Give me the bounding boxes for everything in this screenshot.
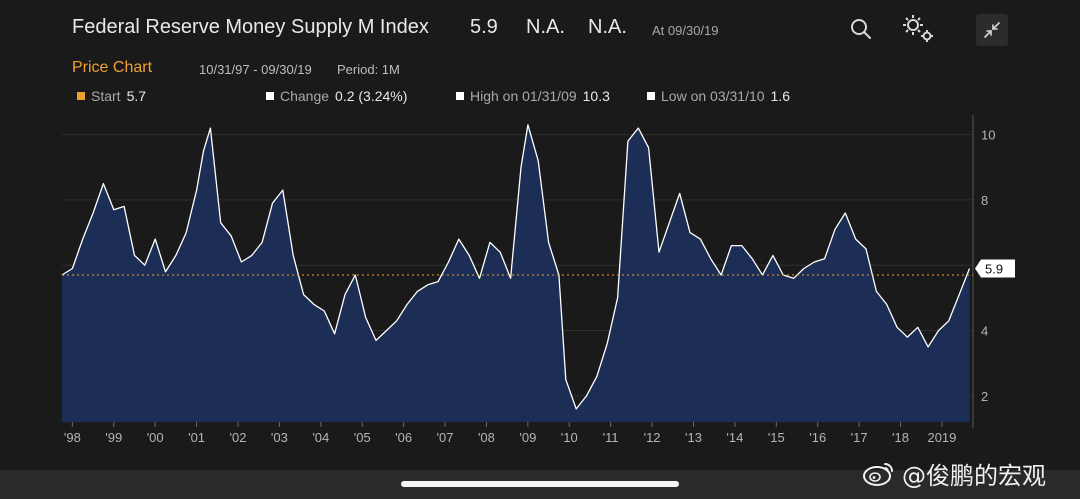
- x-tick-label: '98: [64, 430, 81, 445]
- chart-subheader: Price Chart 10/31/97 - 09/30/19 Period: …: [0, 58, 1080, 82]
- x-tick-label: '17: [851, 430, 868, 445]
- header: Federal Reserve Money Supply M Index 5.9…: [0, 0, 1080, 60]
- x-tick-label: '08: [478, 430, 495, 445]
- start-marker-icon: [77, 92, 85, 100]
- x-tick-label: '10: [561, 430, 578, 445]
- x-tick-label: '02: [230, 430, 247, 445]
- x-tick-label: '11: [603, 430, 619, 445]
- y-tick-label: 2: [981, 389, 988, 404]
- last-value-tag: [975, 259, 1015, 278]
- as-of-date: At 09/30/19: [652, 23, 719, 38]
- y-tick-label: 10: [981, 128, 995, 143]
- series-area: [62, 124, 970, 423]
- x-tick-label: '14: [726, 430, 743, 445]
- start-label: Start: [91, 88, 121, 104]
- low-value: 1.6: [770, 88, 790, 104]
- last-value: 5.9: [470, 16, 498, 38]
- x-tick-label: '00: [147, 430, 164, 445]
- search-button[interactable]: [846, 14, 876, 44]
- settings-button[interactable]: [900, 12, 936, 46]
- watermark: @俊鹏的宏观: [862, 456, 1072, 490]
- start-value: 5.7: [126, 88, 147, 104]
- collapse-icon: [984, 22, 1000, 38]
- stat-start: Start 5.7: [77, 88, 146, 104]
- change-label: Change: [280, 88, 330, 104]
- watermark-text: @俊鹏的宏观: [902, 461, 1046, 490]
- collapse-button[interactable]: [976, 14, 1008, 46]
- x-tick-label: '05: [354, 430, 371, 445]
- change-value: 0.2 (3.24%): [335, 88, 408, 104]
- x-tick-label: '07: [437, 430, 454, 445]
- y-tick-label: 4: [981, 324, 988, 339]
- stats-legend: Start 5.7 Change 0.2 (3.24%) High on 01/…: [0, 88, 1080, 108]
- price-chart[interactable]: 246810'98'99'00'01'02'03'04'05'06'07'08'…: [0, 110, 1080, 450]
- last-value-label: 5.9: [985, 262, 1003, 277]
- price-chart-label[interactable]: Price Chart: [72, 59, 153, 76]
- net-change: N.A.: [526, 16, 565, 38]
- x-tick-label: '13: [685, 430, 702, 445]
- x-tick-label: '09: [519, 430, 536, 445]
- x-tick-label: '03: [271, 430, 288, 445]
- x-tick-label: '99: [105, 430, 122, 445]
- x-tick-label: '12: [644, 430, 661, 445]
- x-tick-label: '06: [395, 430, 412, 445]
- high-marker-icon: [456, 92, 464, 100]
- x-tick-label: '18: [892, 430, 909, 445]
- period-label[interactable]: Period: 1M: [337, 62, 400, 77]
- high-label: High on 01/31/09: [470, 88, 577, 104]
- low-marker-icon: [647, 92, 655, 100]
- x-tick-label: '16: [809, 430, 826, 445]
- series-line: [61, 124, 971, 410]
- settings-icon: [903, 15, 933, 42]
- stat-change: Change 0.2 (3.24%): [266, 88, 407, 104]
- weibo-logo: [863, 463, 893, 486]
- x-tick-label: 2019: [927, 430, 956, 445]
- page-title: Federal Reserve Money Supply M Index: [72, 16, 429, 38]
- home-indicator[interactable]: [401, 481, 679, 487]
- y-tick-label: 8: [981, 193, 988, 208]
- search-icon: [851, 19, 871, 39]
- high-value: 10.3: [582, 88, 610, 104]
- percent-change: N.A.: [588, 16, 627, 38]
- stat-high: High on 01/31/09 10.3: [456, 88, 610, 104]
- x-tick-label: '01: [188, 430, 205, 445]
- low-label: Low on 03/31/10: [661, 88, 765, 104]
- date-range: 10/31/97 - 09/30/19: [199, 62, 312, 77]
- x-tick-label: '04: [312, 430, 329, 445]
- x-tick-label: '15: [768, 430, 785, 445]
- change-marker-icon: [266, 92, 274, 100]
- stat-low: Low on 03/31/10 1.6: [647, 88, 790, 104]
